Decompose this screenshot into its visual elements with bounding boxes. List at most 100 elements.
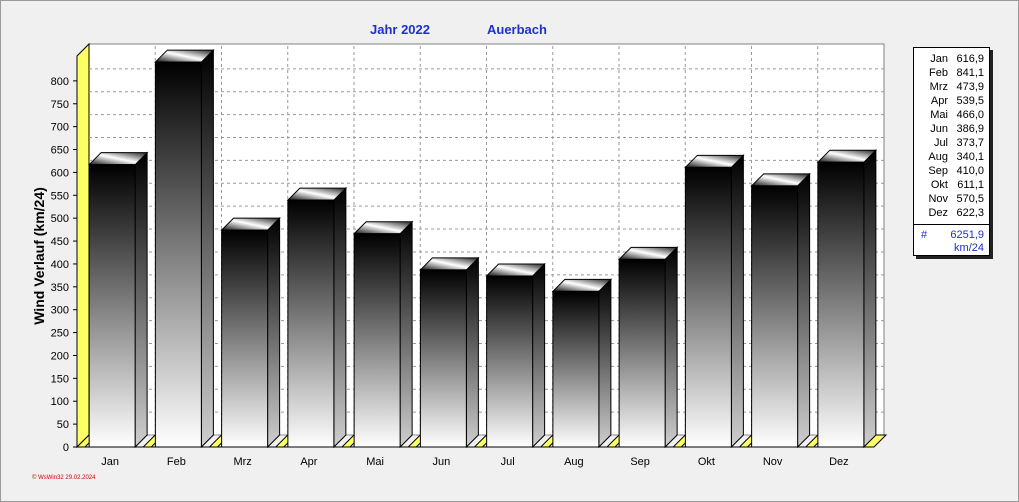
bar-side bbox=[200, 48, 214, 449]
bar bbox=[618, 258, 666, 448]
legend-total-unit: km/24 bbox=[954, 242, 984, 254]
legend-value: 616,9 bbox=[956, 53, 984, 65]
bar-side bbox=[134, 151, 148, 449]
legend-value: 570,5 bbox=[956, 193, 984, 205]
legend-month: Okt bbox=[930, 179, 948, 191]
legend-row: Jan 616,9 bbox=[914, 53, 984, 67]
y-tick-label: 300 bbox=[51, 305, 69, 317]
bar bbox=[817, 161, 865, 448]
legend-month: Sep bbox=[928, 165, 948, 177]
legend-row: Apr 539,5 bbox=[914, 95, 984, 109]
legend-total-value: 6251,9 bbox=[950, 229, 984, 241]
bar bbox=[287, 199, 335, 448]
legend-month: Jun bbox=[930, 123, 948, 135]
legend-value: 373,7 bbox=[956, 137, 984, 149]
y-tick-label: 550 bbox=[51, 190, 69, 202]
y-tick-label: 650 bbox=[51, 145, 69, 157]
legend-month: Jul bbox=[933, 137, 948, 149]
x-tick-label: Sep bbox=[630, 456, 650, 468]
legend-month: Jan bbox=[930, 53, 948, 65]
legend-month: Feb bbox=[929, 67, 948, 79]
x-tick-label: Feb bbox=[167, 456, 186, 468]
bar bbox=[154, 61, 202, 448]
y-tick-label: 750 bbox=[51, 99, 69, 111]
y-axis-label: Wind Verlauf (km/24) bbox=[31, 187, 47, 325]
legend-row: Mrz 473,9 bbox=[914, 81, 984, 95]
legend-value: 466,0 bbox=[956, 109, 984, 121]
x-tick-label: Jul bbox=[501, 456, 515, 468]
y-tick-label: 50 bbox=[57, 419, 69, 431]
x-tick-label: Apr bbox=[300, 456, 317, 468]
legend-value: 340,1 bbox=[956, 151, 984, 163]
legend-value: 386,9 bbox=[956, 123, 984, 135]
y-tick-label: 350 bbox=[51, 282, 69, 294]
legend-row: Jul 373,7 bbox=[914, 137, 984, 151]
y-tick-label: 400 bbox=[51, 259, 69, 271]
x-tick-label: Mrz bbox=[233, 456, 251, 468]
legend-month: Dez bbox=[928, 207, 948, 219]
left-wall bbox=[76, 42, 90, 449]
chart-title-location: Auerbach bbox=[487, 22, 547, 37]
y-tick-label: 150 bbox=[51, 373, 69, 385]
legend-value: 622,3 bbox=[956, 207, 984, 219]
x-tick-label: Jan bbox=[101, 456, 119, 468]
legend-row: Mai 466,0 bbox=[914, 109, 984, 123]
footer-credit: © WsWin32 29.02.2024 bbox=[32, 475, 96, 481]
legend-month: Apr bbox=[930, 95, 948, 107]
legend-row: Aug 340,1 bbox=[914, 151, 984, 165]
x-tick-label: Dez bbox=[829, 456, 849, 468]
y-tick-label: 0 bbox=[63, 442, 69, 454]
bar bbox=[419, 269, 467, 448]
legend-separator bbox=[914, 224, 989, 225]
x-tick-label: Jun bbox=[433, 456, 451, 468]
bar-side bbox=[797, 172, 811, 449]
legend-row: Jun 386,9 bbox=[914, 123, 984, 137]
y-tick-label: 500 bbox=[51, 213, 69, 225]
y-tick-label: 700 bbox=[51, 122, 69, 134]
legend-value: 611,1 bbox=[957, 179, 984, 191]
bar-side bbox=[863, 148, 877, 449]
legend-row: Sep 410,0 bbox=[914, 165, 984, 179]
bar bbox=[751, 185, 799, 448]
legend-value: 841,1 bbox=[956, 67, 984, 79]
bar bbox=[486, 275, 534, 448]
legend-total-mark: # bbox=[921, 229, 928, 241]
y-tick-label: 250 bbox=[51, 328, 69, 340]
legend-row: Nov 570,5 bbox=[914, 193, 984, 207]
y-tick-label: 200 bbox=[51, 350, 69, 362]
x-tick-label: Mai bbox=[366, 456, 384, 468]
bar-side bbox=[267, 216, 281, 449]
legend-month: Nov bbox=[928, 193, 948, 205]
y-tick-label: 450 bbox=[51, 236, 69, 248]
bar bbox=[353, 233, 401, 448]
legend-value: 539,5 bbox=[956, 95, 984, 107]
legend-month: Mai bbox=[930, 109, 948, 121]
bar-side bbox=[399, 220, 413, 449]
x-tick-label: Aug bbox=[564, 456, 584, 468]
x-tick-label: Okt bbox=[698, 456, 715, 468]
legend-value: 473,9 bbox=[956, 81, 984, 93]
axes: 0 50 100 150 200 250 300 350 400 450 500 550 600 650 7… bbox=[51, 56, 872, 468]
bar-side bbox=[664, 246, 678, 449]
legend-month: Aug bbox=[928, 151, 948, 163]
bars bbox=[87, 48, 878, 449]
bar-side bbox=[730, 154, 744, 449]
bar-side bbox=[465, 256, 479, 449]
legend-value: 410,0 bbox=[956, 165, 984, 177]
bar-side bbox=[532, 262, 546, 449]
y-tick-label: 100 bbox=[51, 396, 69, 408]
bar bbox=[552, 290, 600, 448]
bar-side bbox=[333, 186, 347, 449]
legend-row: Okt 611,1 bbox=[914, 179, 984, 193]
legend: Jan 616,9 Feb 841,1 Mrz 473,9 Apr 539,5 Mai 466,0… bbox=[913, 47, 990, 256]
bar bbox=[88, 164, 136, 448]
bar bbox=[684, 166, 732, 448]
x-tick-label: Nov bbox=[763, 456, 783, 468]
legend-row: Dez 622,3 bbox=[914, 207, 984, 221]
legend-month: Mrz bbox=[929, 81, 948, 93]
y-tick-label: 600 bbox=[51, 167, 69, 179]
bar-side bbox=[598, 278, 612, 449]
chart-title-year: Jahr 2022 bbox=[370, 22, 430, 37]
y-tick-label: 800 bbox=[51, 76, 69, 88]
